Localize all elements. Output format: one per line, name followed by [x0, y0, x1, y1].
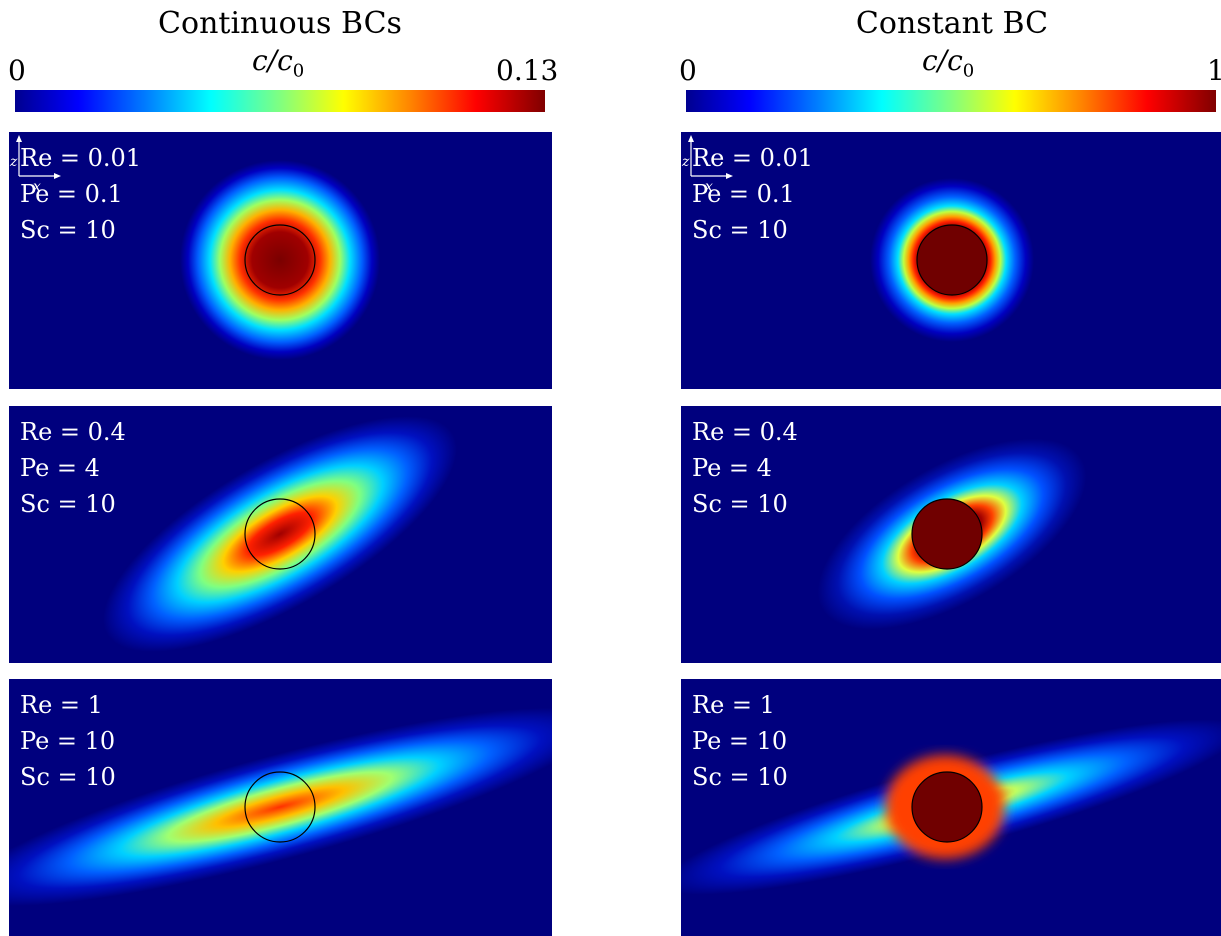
right-colorbar [686, 90, 1216, 112]
left-colorbar-min: 0 [8, 54, 26, 87]
schmidt-label: Sc = 10 [20, 759, 116, 795]
particle-outline [912, 499, 982, 569]
schmidt-label: Sc = 10 [692, 486, 798, 522]
concentration-field [180, 160, 380, 360]
parameter-labels: Re = 0.4 Pe = 4 Sc = 10 [20, 414, 126, 522]
right-colorbar-variable: c/c0 [922, 44, 974, 82]
axis-z-label: z [9, 154, 18, 170]
schmidt-label: Sc = 10 [20, 486, 126, 522]
reynolds-label: Re = 0.4 [692, 414, 798, 450]
schmidt-label: Sc = 10 [692, 212, 813, 248]
panel-continuous-row1: Re = 0.01 Pe = 0.1 Sc = 10 z x [9, 132, 552, 389]
peclet-label: Pe = 4 [20, 450, 126, 486]
peclet-label: Pe = 4 [692, 450, 798, 486]
axis-x-label: x [705, 179, 713, 194]
peclet-label: Pe = 10 [20, 723, 116, 759]
axes-icon: z x [681, 132, 737, 194]
left-column-title: Continuous BCs [10, 6, 550, 41]
parameter-labels: Re = 1 Pe = 10 Sc = 10 [20, 687, 116, 795]
right-colorbar-min: 0 [679, 54, 697, 87]
panel-constant-row2: Re = 0.4 Pe = 4 Sc = 10 [681, 406, 1221, 663]
reynolds-label: Re = 0.4 [20, 414, 126, 450]
parameter-labels: Re = 1 Pe = 10 Sc = 10 [692, 687, 788, 795]
left-colorbar-variable: c/c0 [252, 44, 304, 82]
panel-continuous-row2: Re = 0.4 Pe = 4 Sc = 10 [9, 406, 552, 663]
panel-constant-row1: Re = 0.01 Pe = 0.1 Sc = 10 z x [681, 132, 1221, 389]
concentration-field [71, 406, 489, 663]
left-colorbar [15, 90, 545, 112]
parameter-labels: Re = 0.4 Pe = 4 Sc = 10 [692, 414, 798, 522]
schmidt-label: Sc = 10 [692, 759, 788, 795]
reynolds-label: Re = 1 [20, 687, 116, 723]
panel-continuous-row3: Re = 1 Pe = 10 Sc = 10 [9, 679, 552, 936]
peclet-label: Pe = 10 [692, 723, 788, 759]
particle-outline [912, 772, 982, 842]
axis-x-label: x [33, 179, 41, 194]
right-colorbar-max: 1 [1207, 54, 1221, 87]
axes-icon: z x [9, 132, 65, 194]
right-column-title: Constant BC [682, 6, 1221, 41]
left-colorbar-max: 0.13 [496, 54, 558, 87]
schmidt-label: Sc = 10 [20, 212, 141, 248]
particle-outline [917, 225, 987, 295]
panel-constant-row3: Re = 1 Pe = 10 Sc = 10 [681, 679, 1221, 936]
reynolds-label: Re = 1 [692, 687, 788, 723]
axis-z-label: z [681, 154, 690, 170]
